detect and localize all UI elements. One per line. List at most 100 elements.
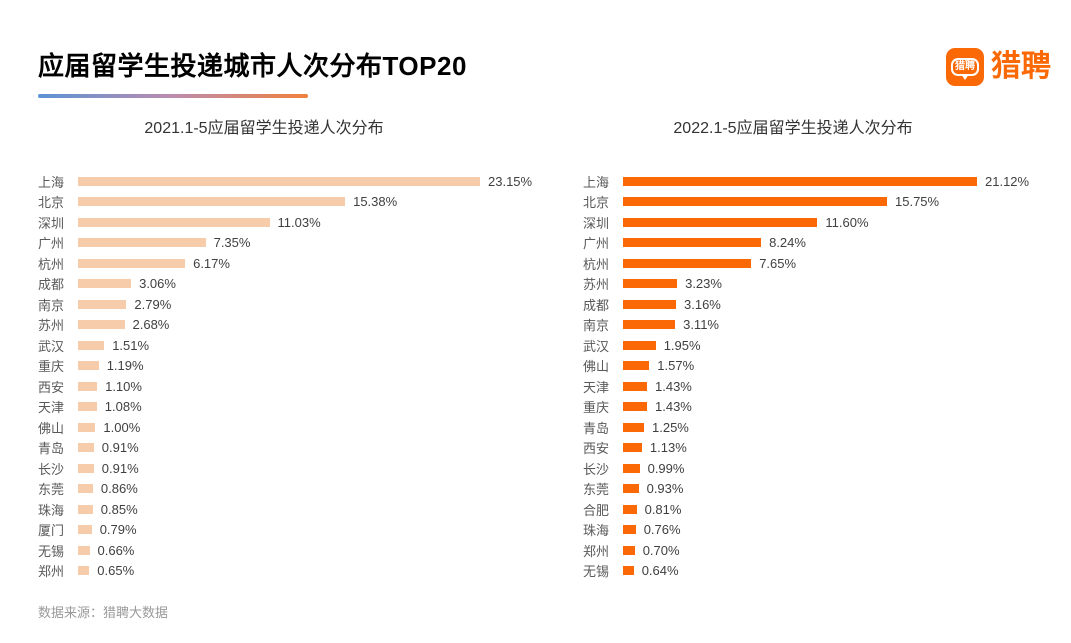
city-label: 广州 [583, 236, 610, 252]
value-label: 0.85% [100, 501, 138, 517]
chart-row: 上海 21.12% [583, 171, 1029, 192]
value-label: 0.76% [643, 522, 681, 538]
value-label: 1.13% [649, 440, 687, 456]
chart-2021: 2021.1-5应届留学生投递人次分布 上海 23.15% 北京 15.38% 深圳 11… [38, 118, 532, 582]
bar [78, 279, 132, 289]
city-label: 厦门 [38, 523, 65, 539]
bar [78, 340, 105, 350]
city-label: 重庆 [38, 359, 65, 375]
value-label: 0.65% [97, 563, 135, 579]
chart-row: 苏州 2.68% [38, 315, 490, 336]
city-label: 天津 [38, 400, 65, 416]
chart-row: 广州 8.24% [583, 233, 1003, 254]
bar [78, 299, 127, 309]
chart-row: 北京 15.38% [38, 192, 490, 213]
chart-row: 郑州 0.70% [583, 540, 1003, 561]
city-label: 苏州 [583, 277, 610, 293]
chart-row: 西安 1.10% [38, 376, 490, 397]
value-label: 8.24% [769, 235, 806, 251]
chart-title-2021: 2021.1-5应届留学生投递人次分布 [144, 120, 384, 137]
value-label: 0.91% [101, 440, 139, 456]
value-label: 7.65% [759, 255, 797, 271]
city-label: 青岛 [583, 420, 610, 436]
chart-row: 重庆 1.19% [38, 356, 490, 377]
city-label: 成都 [583, 297, 610, 313]
city-label: 东莞 [583, 482, 610, 498]
chart-row: 无锡 0.66% [38, 540, 490, 561]
city-label: 珠海 [38, 502, 65, 518]
value-label: 3.06% [139, 276, 176, 292]
bar [623, 258, 752, 268]
bar [78, 443, 94, 453]
value-label: 1.43% [655, 399, 692, 415]
value-label: 1.00% [103, 419, 141, 435]
value-label: 3.11% [683, 317, 719, 333]
chart-row: 重庆 1.43% [583, 397, 1003, 418]
bar [78, 238, 206, 248]
bar [78, 525, 92, 535]
city-label: 北京 [583, 195, 610, 211]
bar [78, 422, 96, 432]
city-label: 无锡 [38, 543, 65, 559]
chart-row: 佛山 1.00% [38, 417, 490, 438]
city-label: 杭州 [38, 256, 65, 272]
chart-row: 郑州 0.65% [38, 561, 490, 582]
liepin-logo-icon: 猎聘 [946, 48, 984, 86]
city-label: 北京 [38, 195, 65, 211]
city-label: 武汉 [38, 338, 65, 354]
city-label: 南京 [38, 297, 65, 313]
city-label: 深圳 [583, 215, 610, 231]
bar [78, 484, 93, 494]
bar [78, 566, 90, 576]
bar [623, 422, 644, 432]
chart-row: 青岛 0.91% [38, 438, 490, 459]
value-label: 15.38% [353, 194, 398, 210]
value-label: 0.66% [97, 542, 135, 558]
bar [78, 463, 94, 473]
chart-row: 合肥 0.81% [583, 499, 1003, 520]
chart-row: 东莞 0.93% [583, 479, 1003, 500]
value-label: 7.35% [213, 235, 251, 251]
speech-bubble-icon: 猎聘 [951, 58, 979, 76]
value-label: 1.25% [652, 419, 689, 435]
chart-row: 珠海 0.85% [38, 499, 490, 520]
bar [78, 545, 90, 555]
chart-row: 北京 15.75% [583, 192, 1003, 213]
data-source: 数据来源：猎聘大数据 [38, 605, 169, 620]
bar [78, 504, 93, 514]
city-label: 青岛 [38, 441, 65, 457]
value-label: 2.79% [134, 296, 172, 312]
city-label: 长沙 [38, 461, 65, 477]
value-label: 0.93% [646, 481, 684, 497]
value-label: 0.79% [99, 522, 137, 538]
chart-2022-bars: 上海 21.12% 北京 15.75% 深圳 11.60% 广州 8.24% 杭州 7.65% 苏州… [583, 171, 1029, 581]
chart-row: 珠海 0.76% [583, 520, 1003, 541]
bar [623, 279, 678, 289]
city-label: 南京 [583, 318, 610, 334]
value-label: 23.15% [488, 173, 533, 189]
chart-row: 武汉 1.51% [38, 335, 490, 356]
value-label: 11.03% [277, 214, 321, 230]
city-label: 珠海 [583, 523, 610, 539]
bar [623, 361, 650, 371]
value-label: 0.81% [644, 501, 682, 517]
chart-row: 成都 3.06% [38, 274, 490, 295]
chart-row: 南京 3.11% [583, 315, 1003, 336]
chart-row: 深圳 11.60% [583, 212, 1003, 233]
value-label: 6.17% [193, 255, 230, 271]
bar [78, 217, 270, 227]
chart-row: 长沙 0.91% [38, 458, 490, 479]
bar [78, 197, 346, 207]
value-label: 1.10% [105, 378, 142, 394]
chart-row: 杭州 7.65% [583, 253, 1003, 274]
chart-row: 深圳 11.03% [38, 212, 490, 233]
bar [78, 320, 125, 330]
city-label: 上海 [38, 174, 65, 190]
value-label: 11.60% [825, 214, 869, 230]
bar [623, 217, 818, 227]
chart-row: 广州 7.35% [38, 233, 490, 254]
city-label: 深圳 [38, 215, 65, 231]
chart-row: 东莞 0.86% [38, 479, 490, 500]
value-label: 1.43% [655, 378, 692, 394]
